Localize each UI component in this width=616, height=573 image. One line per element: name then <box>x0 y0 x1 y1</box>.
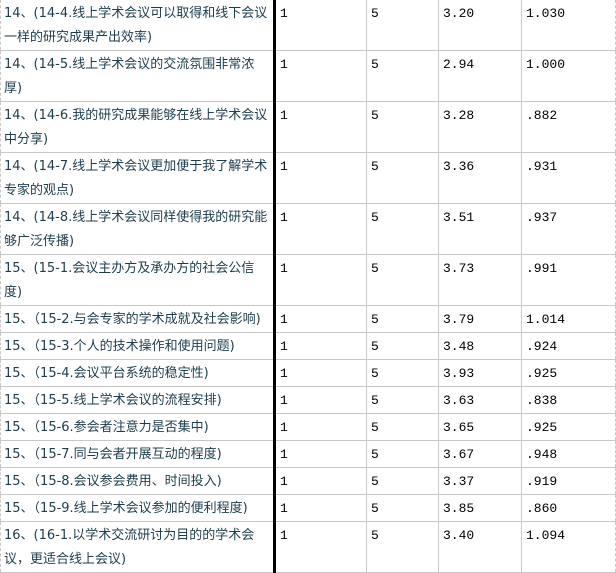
min-cell: 1 <box>273 203 367 255</box>
table-row: 15、（15-2.与会专家的学术成就及社会影响) 1 5 3.79 1.014 <box>0 305 616 333</box>
min-cell: 1 <box>273 359 367 387</box>
mean-cell: 3.79 <box>438 305 522 333</box>
table-row: 14、(14-6.我的研究成果能够在线上学术会议中分享) 1 5 3.28.882 <box>0 101 616 153</box>
mean-cell: 3.93 <box>438 359 522 387</box>
min-cell: 1 <box>273 521 367 573</box>
sd-cell: .925 <box>521 359 616 387</box>
mean-cell: 3.73 <box>438 254 522 306</box>
row-label: 14、(14-5.线上学术会议的交流氛围非常浓厚) <box>0 50 275 102</box>
max-cell: 5 <box>366 359 439 387</box>
min-cell: 1 <box>273 0 367 51</box>
max-cell: 5 <box>366 386 439 414</box>
sd-cell: 1.030 <box>521 0 616 51</box>
sd-cell: .991 <box>521 254 616 306</box>
min-cell: 1 <box>273 305 367 333</box>
sd-cell: .882 <box>521 101 616 153</box>
min-cell: 1 <box>273 413 367 441</box>
table-row: 14、(14-8.线上学术会议同样使得我的研究能够广泛传播) 1 5 3.51.937 <box>0 203 616 255</box>
row-label: 15、（15-6.参会者注意力是否集中) <box>0 413 275 441</box>
max-cell: 5 <box>366 440 439 468</box>
sd-cell: .838 <box>521 386 616 414</box>
max-cell: 5 <box>366 413 439 441</box>
mean-cell: 3.20 <box>438 0 522 51</box>
mean-cell: 3.67 <box>438 440 522 468</box>
row-label: 15、（15-9.线上学术会议参加的便利程度) <box>0 494 275 522</box>
max-cell: 5 <box>366 203 439 255</box>
max-cell: 5 <box>366 494 439 522</box>
row-label: 15、（15-7.同与会者开展互动的程度) <box>0 440 275 468</box>
row-label: 15、（15-5.线上学术会议的流程安排) <box>0 386 275 414</box>
table-row: 14、(14-7.线上学术会议更加便于我了解学术专家的观点) 1 5 3.36.931 <box>0 152 616 204</box>
min-cell: 1 <box>273 50 367 102</box>
sd-cell: .924 <box>521 332 616 360</box>
max-cell: 5 <box>366 521 439 573</box>
mean-cell: 3.65 <box>438 413 522 441</box>
table-row: 15、（15-6.参会者注意力是否集中) 1 5 3.65.925 <box>0 413 616 441</box>
min-cell: 1 <box>273 440 367 468</box>
mean-cell: 3.28 <box>438 101 522 153</box>
row-label: 14、(14-4.线上学术会议可以取得和线下会议一样的研究成果产出效率) <box>0 0 275 51</box>
row-label: 14、(14-8.线上学术会议同样使得我的研究能够广泛传播) <box>0 203 275 255</box>
min-cell: 1 <box>273 467 367 495</box>
max-cell: 5 <box>366 305 439 333</box>
sd-cell: .919 <box>521 467 616 495</box>
sd-cell: .931 <box>521 152 616 204</box>
sd-cell: 1.094 <box>521 521 616 573</box>
max-cell: 5 <box>366 152 439 204</box>
row-label: 14、(14-6.我的研究成果能够在线上学术会议中分享) <box>0 101 275 153</box>
table-row: 14、(14-4.线上学术会议可以取得和线下会议一样的研究成果产出效率) 1 5 3.… <box>0 0 616 51</box>
mean-cell: 3.40 <box>438 521 522 573</box>
max-cell: 5 <box>366 101 439 153</box>
row-label: 15、(15-1.会议主办方及承办方的社会公信度) <box>0 254 275 306</box>
mean-cell: 3.36 <box>438 152 522 204</box>
table-row: 15、（15-5.线上学术会议的流程安排) 1 5 3.63.838 <box>0 386 616 414</box>
table-row: 14、(14-5.线上学术会议的交流氛围非常浓厚) 1 5 2.94 1.000 <box>0 50 616 102</box>
sd-cell: 1.000 <box>521 50 616 102</box>
row-label: 15、（15-3.个人的技术操作和使用问题) <box>0 332 275 360</box>
table-row: 15、（15-3.个人的技术操作和使用问题) 1 5 3.48.924 <box>0 332 616 360</box>
row-label: 15、（15-8.会议参会费用、时间投入) <box>0 467 275 495</box>
max-cell: 5 <box>366 332 439 360</box>
sd-cell: 1.014 <box>521 305 616 333</box>
row-label: 15、（15-4.会议平台系统的稳定性) <box>0 359 275 387</box>
min-cell: 1 <box>273 254 367 306</box>
mean-cell: 2.94 <box>438 50 522 102</box>
mean-cell: 3.37 <box>438 467 522 495</box>
mean-cell: 3.51 <box>438 203 522 255</box>
min-cell: 1 <box>273 386 367 414</box>
max-cell: 5 <box>366 0 439 51</box>
min-cell: 1 <box>273 332 367 360</box>
mean-cell: 3.48 <box>438 332 522 360</box>
mean-cell: 3.63 <box>438 386 522 414</box>
max-cell: 5 <box>366 254 439 306</box>
min-cell: 1 <box>273 152 367 204</box>
row-label: 16、(16-1.以学术交流研讨为目的的学术会议，更适合线上会议) <box>0 521 275 573</box>
table-row: 15、（15-7.同与会者开展互动的程度) 1 5 3.67.948 <box>0 440 616 468</box>
min-cell: 1 <box>273 101 367 153</box>
min-cell: 1 <box>273 494 367 522</box>
sd-cell: .925 <box>521 413 616 441</box>
sd-cell: .948 <box>521 440 616 468</box>
table-row: 15、（15-4.会议平台系统的稳定性) 1 5 3.93.925 <box>0 359 616 387</box>
row-label: 15、（15-2.与会专家的学术成就及社会影响) <box>0 305 275 333</box>
sd-cell: .937 <box>521 203 616 255</box>
sd-cell: .860 <box>521 494 616 522</box>
max-cell: 5 <box>366 50 439 102</box>
table-row: 15、（15-8.会议参会费用、时间投入) 1 5 3.37.919 <box>0 467 616 495</box>
row-label: 14、(14-7.线上学术会议更加便于我了解学术专家的观点) <box>0 152 275 204</box>
max-cell: 5 <box>366 467 439 495</box>
table-row: 15、(15-1.会议主办方及承办方的社会公信度) 1 5 3.73.991 <box>0 254 616 306</box>
table-row: 16、(16-1.以学术交流研讨为目的的学术会议，更适合线上会议) 1 5 3.40 1… <box>0 521 616 573</box>
mean-cell: 3.85 <box>438 494 522 522</box>
table-row: 15、（15-9.线上学术会议参加的便利程度) 1 5 3.85.860 <box>0 494 616 522</box>
